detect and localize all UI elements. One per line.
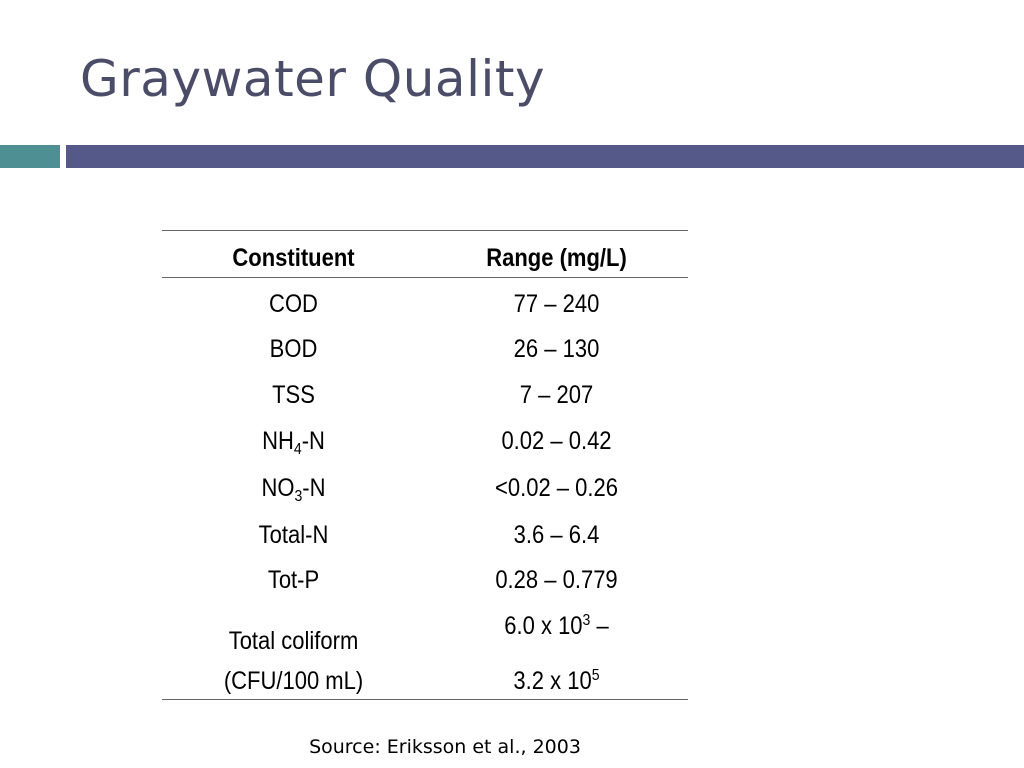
cell: BOD (269, 335, 318, 363)
slide-title: Graywater Quality (80, 50, 546, 108)
table-rule (162, 277, 688, 278)
cell: TSS (272, 381, 315, 409)
cell: 6.0 x 103 – (441, 612, 672, 641)
accent-bar (0, 145, 60, 168)
source-note: Source: Eriksson et al., 2003 (309, 736, 581, 758)
subscript: 3 (294, 488, 303, 505)
table-rule (162, 230, 688, 231)
cell: NH4-N (178, 427, 409, 459)
cell: NO3-N (178, 474, 409, 506)
cell: 77 – 240 (513, 290, 600, 318)
superscript: 3 (582, 612, 591, 629)
cell-text: NO (261, 474, 295, 502)
cell: COD (269, 290, 318, 318)
cell-text: -N (302, 474, 326, 502)
cell: Total coliform (228, 627, 359, 655)
cell: 26 – 130 (513, 335, 600, 363)
cell: 3.6 – 6.4 (513, 521, 600, 549)
table-rule (162, 699, 688, 700)
cell: Total-N (258, 521, 329, 549)
cell: 7 – 207 (519, 381, 594, 409)
cell: <0.02 – 0.26 (495, 474, 618, 502)
cell: 0.02 – 0.42 (501, 427, 612, 455)
cell-text: NH (262, 427, 294, 455)
superscript: 5 (591, 667, 600, 684)
cell-text: 3.2 x 10 (513, 667, 592, 695)
column-header: Constituent (232, 244, 355, 272)
column-header: Range (mg/L) (486, 244, 627, 272)
header-bar (66, 145, 1024, 168)
cell: (CFU/100 mL) (223, 667, 364, 695)
cell: Tot-P (267, 566, 320, 594)
cell-text: – (590, 612, 609, 640)
cell-text: 6.0 x 10 (504, 612, 583, 640)
subscript: 4 (293, 441, 302, 458)
cell: 3.2 x 105 (441, 667, 672, 696)
cell: 0.28 – 0.779 (495, 566, 618, 594)
cell-text: -N (301, 427, 325, 455)
